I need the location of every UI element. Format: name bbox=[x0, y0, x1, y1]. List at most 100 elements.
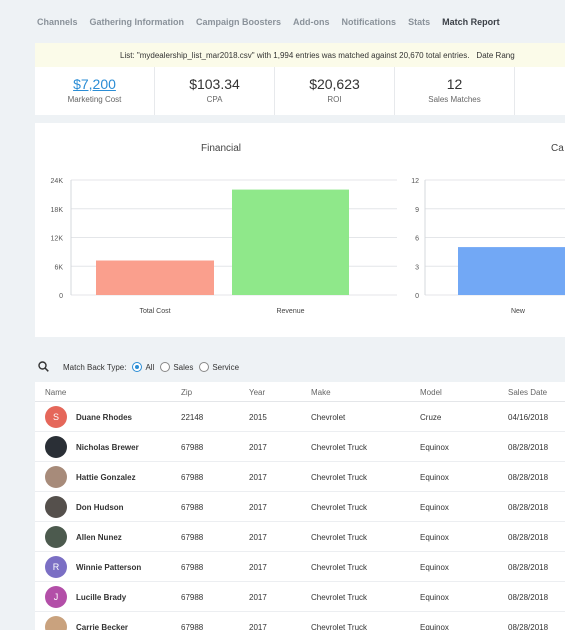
x-category-label: Revenue bbox=[276, 308, 304, 315]
nav-channels[interactable]: Channels bbox=[37, 17, 78, 27]
match-back-filter: Match Back Type: All Sales Service bbox=[35, 356, 565, 378]
table-row[interactable]: J Lucille Brady 67988 2017 Chevrolet Truck Eq… bbox=[35, 582, 565, 612]
radio-service-circle[interactable] bbox=[199, 362, 210, 372]
row-zip: 67988 bbox=[181, 563, 204, 572]
radio-all[interactable]: All bbox=[132, 362, 154, 372]
nav-campaign-boosters[interactable]: Campaign Boosters bbox=[196, 17, 282, 27]
bar bbox=[232, 189, 349, 295]
radio-sales-label: Sales bbox=[173, 362, 194, 372]
avatar: S bbox=[45, 406, 67, 428]
row-name[interactable]: Allen Nunez bbox=[76, 533, 122, 542]
charts-panel: Financial Ca 0 6K 12K 18K 24K Total Cost Reven… bbox=[35, 123, 565, 337]
row-make: Chevrolet Truck bbox=[311, 563, 368, 572]
nav-gathering-information[interactable]: Gathering Information bbox=[89, 17, 185, 27]
financial-chart-title: Financial bbox=[201, 143, 242, 154]
new-value bbox=[515, 76, 565, 92]
search-icon[interactable] bbox=[38, 360, 49, 374]
table-body: S Duane Rhodes 22148 2015 Chevrolet Cruze 04/1… bbox=[35, 402, 565, 630]
date-range-label[interactable]: Date Rang bbox=[476, 50, 515, 60]
table-row[interactable]: Don Hudson 67988 2017 Chevrolet Truck Equino… bbox=[35, 492, 565, 522]
y-tick-label: 0 bbox=[59, 293, 63, 300]
table-row[interactable]: R Winnie Patterson 67988 2017 Chevrolet Truc… bbox=[35, 552, 565, 582]
stat-cpa: $103.34 CPA bbox=[155, 67, 275, 115]
row-make: Chevrolet bbox=[311, 413, 346, 422]
row-make: Chevrolet Truck bbox=[311, 623, 368, 630]
table-row[interactable]: Allen Nunez 67988 2017 Chevrolet Truck Equin… bbox=[35, 522, 565, 552]
match-table: Name Zip Year Make Model Sales Date S Dua… bbox=[35, 382, 565, 630]
table-header: Name Zip Year Make Model Sales Date bbox=[35, 382, 565, 402]
row-date: 08/28/2018 bbox=[508, 473, 549, 482]
row-year: 2017 bbox=[249, 503, 267, 512]
row-make: Chevrolet Truck bbox=[311, 533, 368, 542]
y-tick-label: 6K bbox=[54, 264, 63, 271]
row-model: Equinox bbox=[420, 503, 449, 512]
row-date: 08/28/2018 bbox=[508, 563, 549, 572]
row-name[interactable]: Hattie Gonzalez bbox=[76, 473, 136, 482]
col-zip[interactable]: Zip bbox=[181, 388, 193, 397]
row-make: Chevrolet Truck bbox=[311, 473, 368, 482]
row-make: Chevrolet Truck bbox=[311, 593, 368, 602]
row-name[interactable]: Duane Rhodes bbox=[76, 413, 133, 422]
row-date: 08/28/2018 bbox=[508, 533, 549, 542]
col-year[interactable]: Year bbox=[249, 388, 266, 397]
stat-sales-matches: 12 Sales Matches bbox=[395, 67, 515, 115]
radio-service[interactable]: Service bbox=[199, 362, 239, 372]
y-tick-label: 9 bbox=[415, 207, 419, 214]
y-tick-label: 3 bbox=[415, 264, 419, 271]
row-make: Chevrolet Truck bbox=[311, 443, 368, 452]
row-make: Chevrolet Truck bbox=[311, 503, 368, 512]
top-nav: Channels Gathering Information Campaign … bbox=[0, 0, 565, 44]
row-zip: 22148 bbox=[181, 413, 204, 422]
nav-add-ons[interactable]: Add-ons bbox=[293, 17, 330, 27]
row-year: 2017 bbox=[249, 593, 267, 602]
col-make[interactable]: Make bbox=[311, 388, 331, 397]
nav-stats[interactable]: Stats bbox=[408, 17, 431, 27]
row-year: 2015 bbox=[249, 413, 267, 422]
bar bbox=[96, 260, 214, 295]
row-name[interactable]: Nicholas Brewer bbox=[76, 443, 139, 452]
table-row[interactable]: Carrie Becker 67988 2017 Chevrolet Truck Equ… bbox=[35, 612, 565, 630]
avatar bbox=[45, 616, 67, 630]
y-tick-label: 12 bbox=[411, 178, 419, 185]
row-zip: 67988 bbox=[181, 473, 204, 482]
row-name[interactable]: Lucille Brady bbox=[76, 593, 127, 602]
row-name[interactable]: Carrie Becker bbox=[76, 623, 129, 630]
row-zip: 67988 bbox=[181, 533, 204, 542]
row-name[interactable]: Winnie Patterson bbox=[76, 563, 142, 572]
y-tick-label: 6 bbox=[415, 236, 419, 243]
list-info-bar: List: "mydealership_list_mar2018.csv" wi… bbox=[35, 43, 565, 67]
row-name[interactable]: Don Hudson bbox=[76, 503, 124, 512]
list-info-text: List: "mydealership_list_mar2018.csv" wi… bbox=[120, 50, 470, 60]
col-name[interactable]: Name bbox=[45, 388, 67, 397]
row-model: Equinox bbox=[420, 443, 449, 452]
y-tick-label: 0 bbox=[415, 293, 419, 300]
table-row[interactable]: Nicholas Brewer 67988 2017 Chevrolet Truck E… bbox=[35, 432, 565, 462]
y-tick-label: 18K bbox=[51, 207, 64, 214]
y-tick-label: 24K bbox=[51, 178, 64, 185]
y-tick-label: 12K bbox=[51, 236, 64, 243]
avatar: R bbox=[45, 556, 67, 578]
row-year: 2017 bbox=[249, 473, 267, 482]
row-model: Equinox bbox=[420, 593, 449, 602]
radio-sales[interactable]: Sales bbox=[160, 362, 193, 372]
sales-matches-value: 12 bbox=[446, 76, 463, 92]
new-label: Ne bbox=[515, 95, 565, 104]
radio-all-circle[interactable] bbox=[132, 362, 143, 372]
marketing-cost-link[interactable]: $7,200 bbox=[73, 76, 116, 92]
table-row[interactable]: S Duane Rhodes 22148 2015 Chevrolet Cruze 04/1… bbox=[35, 402, 565, 432]
radio-all-label: All bbox=[145, 362, 155, 372]
col-sales-date[interactable]: Sales Date bbox=[508, 388, 548, 397]
x-category-label: Total Cost bbox=[139, 308, 170, 315]
category-chart-title: Ca bbox=[551, 143, 564, 154]
table-row[interactable]: Hattie Gonzalez 67988 2017 Chevrolet Truck E… bbox=[35, 462, 565, 492]
nav-match-report[interactable]: Match Report bbox=[442, 17, 500, 27]
row-model: Cruze bbox=[420, 413, 442, 422]
row-date: 04/16/2018 bbox=[508, 413, 549, 422]
nav-notifications[interactable]: Notifications bbox=[341, 17, 397, 27]
charts-svg: 0 6K 12K 18K 24K Total Cost Revenue 0 3 6 9 12 New bbox=[51, 178, 565, 315]
avatar bbox=[45, 436, 67, 458]
radio-sales-circle[interactable] bbox=[160, 362, 171, 372]
row-model: Equinox bbox=[420, 473, 449, 482]
col-model[interactable]: Model bbox=[420, 388, 442, 397]
row-date: 08/28/2018 bbox=[508, 503, 549, 512]
